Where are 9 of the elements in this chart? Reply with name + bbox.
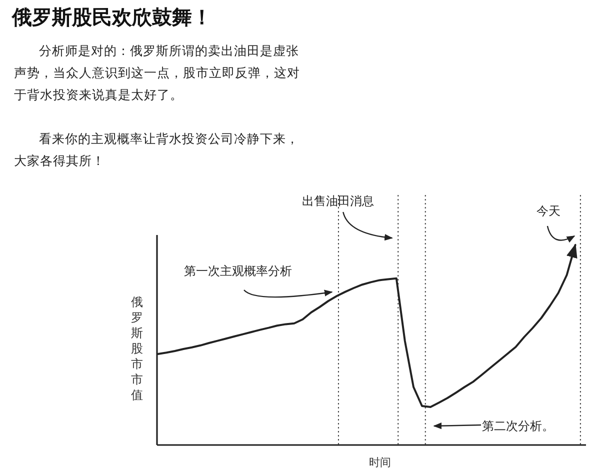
text: 出售油田消息 (302, 194, 374, 208)
chart-title: 俄罗斯股民欢欣鼓舞！ (12, 4, 212, 31)
text: 看来你的主观概率让背水投资公司冷静下来，大家各得其所！ (14, 130, 300, 170)
annotation: 第二次分析。 (482, 419, 554, 433)
annotation: 第一次主观概率分析 (184, 264, 292, 278)
y-axis-title: 俄罗斯股市市值 (131, 295, 143, 402)
x-axis-title: 时间 (369, 456, 391, 469)
text: 今天 (536, 204, 560, 218)
text: 分析师是对的：俄罗斯所谓的卖出油田是虚张声势，当众人意识到这一点，股市立即反弹，这对于背水投资来说真是太好了。 (14, 42, 301, 104)
